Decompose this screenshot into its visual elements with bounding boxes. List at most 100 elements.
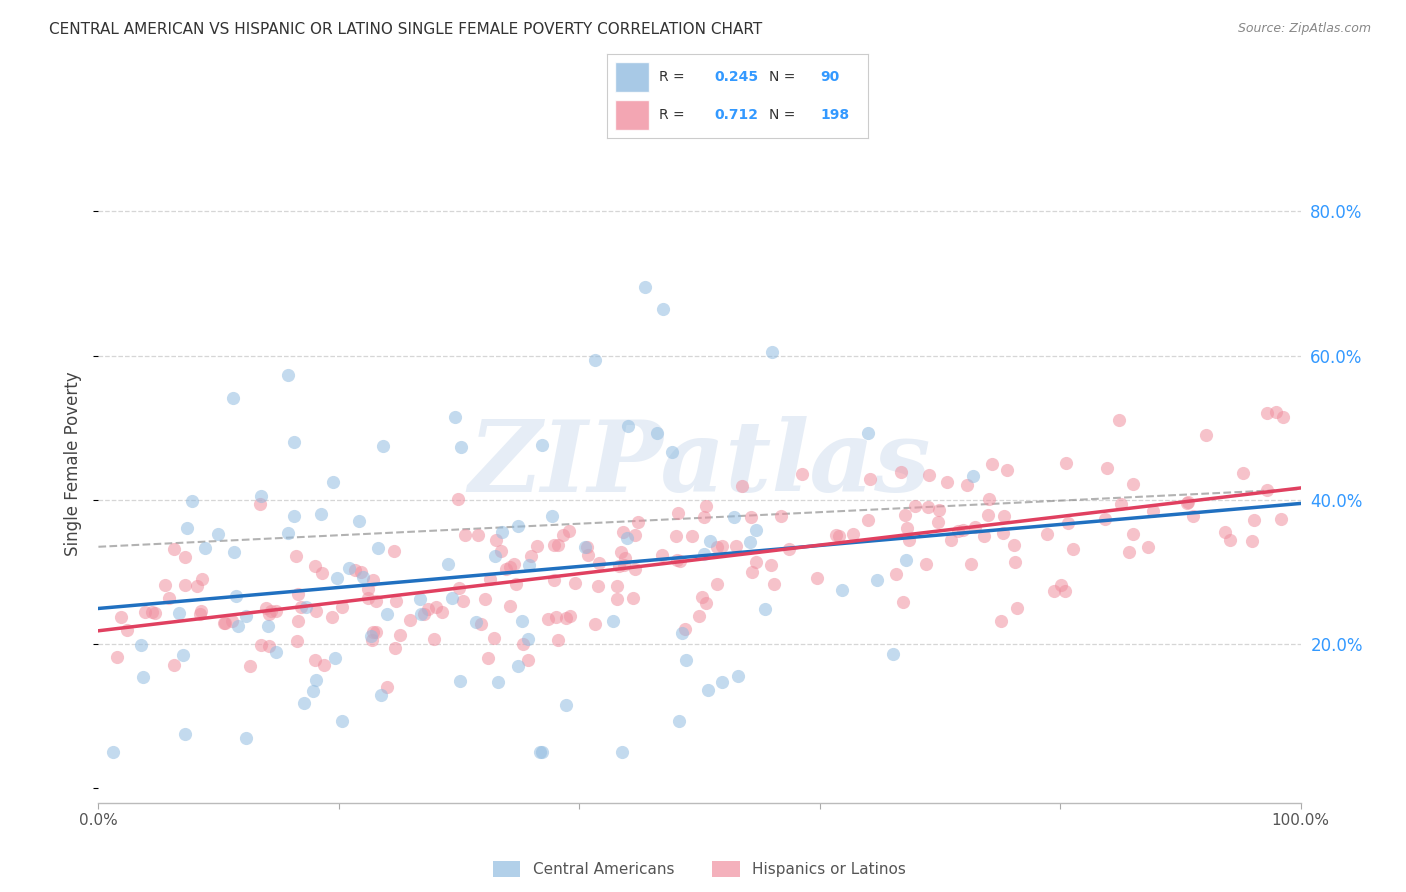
Point <box>129 638 152 652</box>
Point <box>467 528 489 542</box>
Point <box>531 438 554 452</box>
Point <box>283 435 305 450</box>
Point <box>167 606 190 620</box>
Point <box>485 533 508 548</box>
Point <box>143 606 166 620</box>
Point <box>792 467 814 482</box>
Point <box>671 626 693 640</box>
Point <box>759 558 782 572</box>
Point <box>174 550 197 565</box>
Point <box>309 507 332 521</box>
Point <box>510 614 533 628</box>
Point <box>935 475 957 490</box>
Point <box>927 515 949 529</box>
Point <box>681 529 703 543</box>
Point <box>423 632 446 646</box>
Point <box>981 457 1004 471</box>
Bar <box>616 62 650 92</box>
Point <box>606 592 628 607</box>
Point <box>163 657 186 672</box>
Point <box>551 528 574 542</box>
Point <box>842 527 865 541</box>
Point <box>382 544 405 558</box>
Point <box>491 544 513 558</box>
Point <box>186 579 208 593</box>
Point <box>991 525 1014 540</box>
Point <box>115 624 138 638</box>
Point <box>1095 460 1118 475</box>
Point <box>221 614 243 628</box>
Point <box>361 573 384 587</box>
Point <box>449 581 471 595</box>
Point <box>226 619 249 633</box>
Point <box>304 653 326 667</box>
Point <box>222 545 245 559</box>
Point <box>326 572 349 586</box>
Point <box>180 493 202 508</box>
Point <box>711 539 734 553</box>
Point <box>503 557 526 571</box>
Point <box>1243 513 1265 527</box>
Point <box>1142 504 1164 518</box>
Point <box>606 579 628 593</box>
Point <box>516 652 538 666</box>
Point <box>666 553 689 567</box>
Point <box>727 669 749 683</box>
Point <box>157 591 180 605</box>
Point <box>375 680 398 694</box>
Point <box>322 475 344 490</box>
Point <box>894 508 917 522</box>
Point <box>576 548 599 562</box>
Point <box>330 714 353 729</box>
Point <box>744 523 766 537</box>
Point <box>558 524 581 539</box>
Point <box>917 468 939 483</box>
Point <box>190 603 212 617</box>
Point <box>1118 545 1140 559</box>
Point <box>287 614 309 628</box>
Point <box>1195 428 1218 442</box>
Point <box>1232 466 1254 480</box>
Point <box>360 629 382 643</box>
Point <box>453 594 475 608</box>
Point <box>305 673 328 687</box>
Point <box>530 745 553 759</box>
Point <box>375 607 398 621</box>
Point <box>1256 406 1278 420</box>
Point <box>132 670 155 684</box>
Point <box>993 509 1015 524</box>
Point <box>624 562 647 576</box>
Point <box>634 280 657 294</box>
Point <box>543 538 565 552</box>
Point <box>465 615 488 629</box>
Point <box>302 683 325 698</box>
Point <box>330 599 353 614</box>
Point <box>479 572 502 586</box>
Point <box>249 497 271 511</box>
Point <box>388 628 411 642</box>
Point <box>761 345 783 359</box>
Point <box>977 508 1000 522</box>
Point <box>554 611 576 625</box>
Point <box>482 631 505 645</box>
Point <box>891 594 914 608</box>
Point <box>305 604 328 618</box>
Point <box>499 560 522 574</box>
Point <box>1122 477 1144 491</box>
Point <box>778 542 800 557</box>
Point <box>665 529 688 543</box>
Point <box>474 591 496 606</box>
Point <box>688 609 710 624</box>
Point <box>1270 512 1292 526</box>
Point <box>385 594 408 608</box>
Point <box>544 610 567 624</box>
Point <box>952 523 974 537</box>
Point <box>898 533 921 547</box>
Point <box>1122 527 1144 541</box>
Point <box>188 607 211 621</box>
Point <box>239 659 262 673</box>
Point <box>409 592 432 607</box>
Bar <box>616 100 650 130</box>
Point <box>352 570 374 584</box>
Point <box>174 578 197 592</box>
